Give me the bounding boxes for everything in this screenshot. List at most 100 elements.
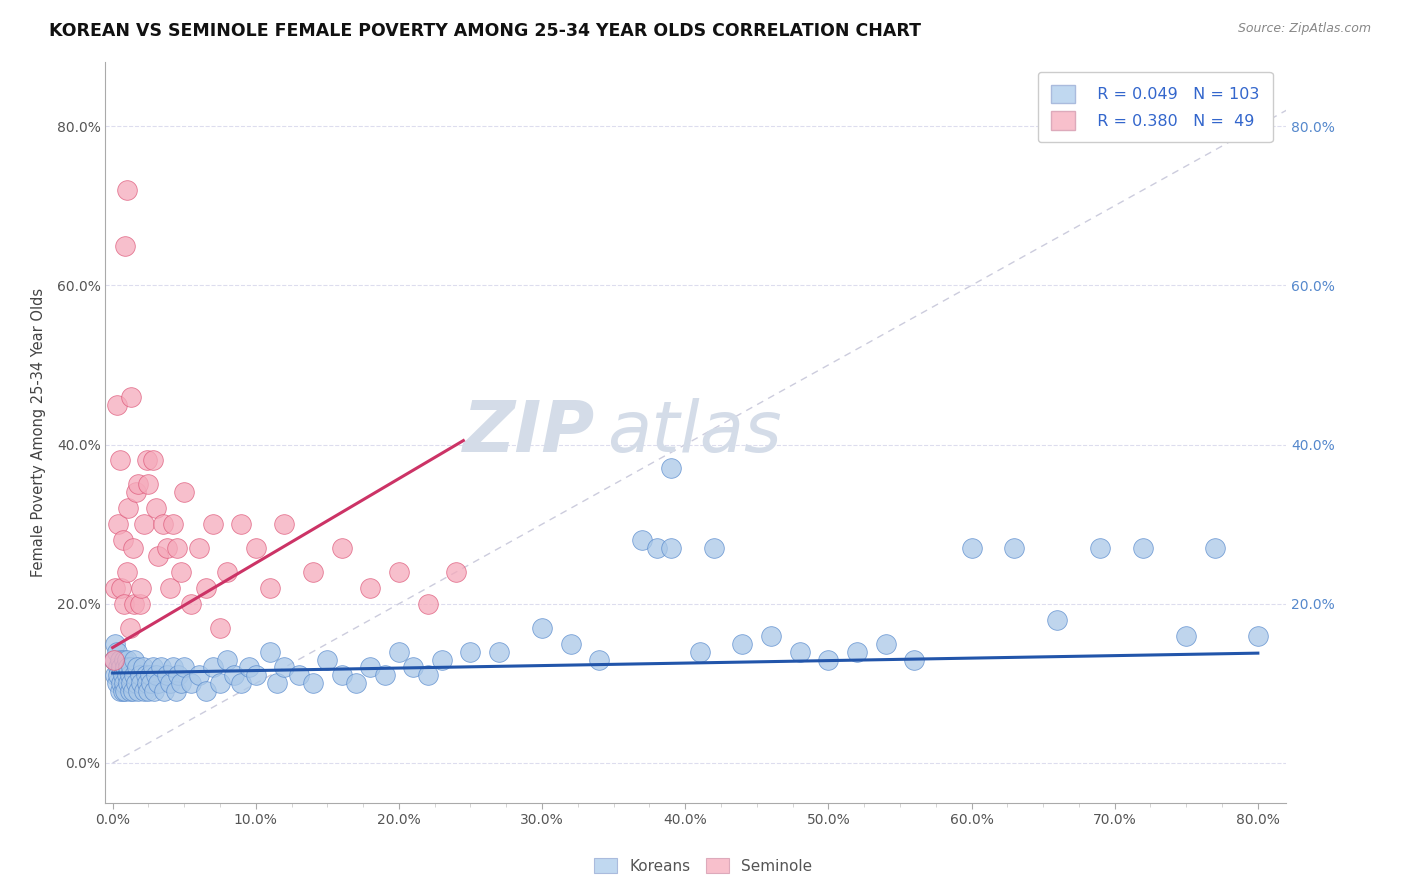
Point [114,684,136,698]
Point [217,565,239,579]
Point [138,477,160,491]
Point [129,676,152,690]
Point [659,461,682,475]
Point [162,517,184,532]
Point [588,652,610,666]
Point [138,684,160,698]
Point [302,676,325,690]
Point [159,581,181,595]
Point [136,453,159,467]
Point [287,668,309,682]
Text: atlas: atlas [607,398,782,467]
Point [105,398,128,412]
Point [194,581,217,595]
Point [531,621,554,635]
Point [201,517,224,532]
Point [131,660,153,674]
Legend: Koreans, Seminole: Koreans, Seminole [588,852,818,880]
Point [344,676,367,690]
Point [302,565,325,579]
Point [488,644,510,658]
Point [1046,613,1069,627]
Point [115,565,138,579]
Point [1004,541,1026,555]
Point [330,541,353,555]
Point [560,637,582,651]
Text: Source: ZipAtlas.com: Source: ZipAtlas.com [1237,22,1371,36]
Point [817,652,839,666]
Point [114,660,136,674]
Point [135,668,157,682]
Point [156,541,179,555]
Point [108,652,131,666]
Point [115,652,138,666]
Point [238,660,260,674]
Point [224,668,246,682]
Point [112,676,135,690]
Point [374,668,396,682]
Point [166,541,188,555]
Point [402,660,425,674]
Point [117,501,139,516]
Point [108,684,131,698]
Point [208,676,231,690]
Point [145,668,167,682]
Point [330,668,353,682]
Point [1175,629,1198,643]
Point [104,581,127,595]
Point [105,676,128,690]
Point [111,668,134,682]
Y-axis label: Female Poverty Among 25-34 Year Olds: Female Poverty Among 25-34 Year Olds [31,288,45,577]
Point [416,597,439,611]
Point [165,684,187,698]
Point [110,676,132,690]
Point [1247,629,1270,643]
Point [194,684,217,698]
Point [107,660,129,674]
Point [689,644,711,658]
Text: KOREAN VS SEMINOLE FEMALE POVERTY AMONG 25-34 YEAR OLDS CORRELATION CHART: KOREAN VS SEMINOLE FEMALE POVERTY AMONG … [49,22,921,40]
Point [875,637,897,651]
Point [444,565,467,579]
Point [122,652,145,666]
Point [731,637,754,651]
Point [111,533,134,547]
Point [117,660,139,674]
Point [128,668,150,682]
Point [104,668,127,682]
Point [110,581,132,595]
Point [103,652,125,666]
Point [167,668,190,682]
Point [789,644,811,658]
Point [115,668,138,682]
Point [107,668,129,682]
Point [703,541,725,555]
Point [156,668,179,682]
Point [142,660,165,674]
Point [127,684,149,698]
Point [266,676,288,690]
Point [105,644,128,658]
Point [208,621,231,635]
Point [121,684,143,698]
Point [173,485,195,500]
Legend:   R = 0.049   N = 103,   R = 0.380   N =  49: R = 0.049 N = 103, R = 0.380 N = 49 [1038,72,1272,143]
Point [273,660,295,674]
Point [659,541,682,555]
Point [173,660,195,674]
Point [120,390,142,404]
Point [259,644,281,658]
Point [245,668,267,682]
Point [145,501,167,516]
Point [645,541,668,555]
Point [388,644,411,658]
Point [316,652,339,666]
Point [180,676,202,690]
Point [118,668,141,682]
Point [122,668,145,682]
Point [125,660,148,674]
Point [104,637,127,651]
Point [112,652,135,666]
Point [122,597,145,611]
Point [127,477,149,491]
